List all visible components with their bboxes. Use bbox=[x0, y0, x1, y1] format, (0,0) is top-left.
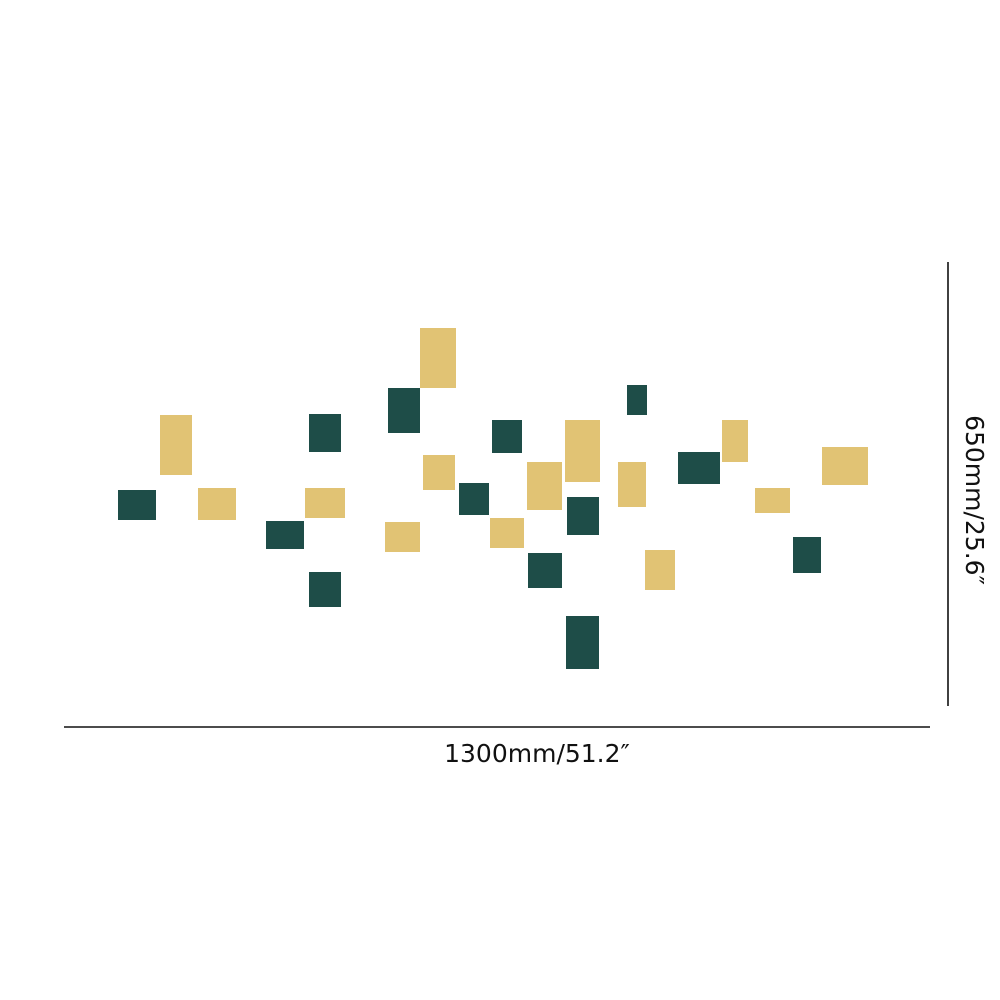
height-label: 650mm/25.6″ bbox=[960, 415, 989, 585]
vertical-rods bbox=[115, 266, 870, 702]
horizontal-rods bbox=[60, 383, 934, 615]
gold-panels bbox=[160, 328, 868, 590]
width-label: 1300mm/51.2″ bbox=[444, 739, 630, 768]
green-panels bbox=[118, 385, 821, 669]
